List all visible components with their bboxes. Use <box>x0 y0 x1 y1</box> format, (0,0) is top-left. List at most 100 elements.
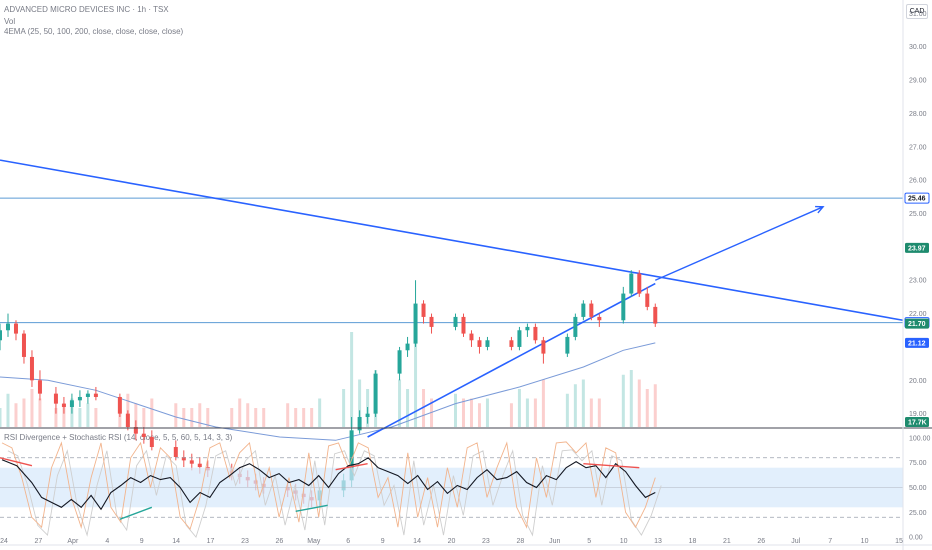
candle-body <box>149 437 154 448</box>
volume-bar <box>318 398 322 427</box>
price-pane[interactable] <box>0 159 904 508</box>
candle-body <box>637 273 642 294</box>
time-tick-label: 14 <box>172 538 180 545</box>
volume-bar <box>134 403 138 427</box>
time-tick-label: 26 <box>275 538 283 545</box>
candle-body <box>525 326 530 331</box>
price-badge-label: 17.7K <box>908 419 927 426</box>
candle-body <box>477 340 482 347</box>
indicator-tick-label: 75.00 <box>909 460 927 467</box>
volume-bar <box>453 393 457 427</box>
candle-body <box>85 393 90 397</box>
candle-body <box>141 433 146 438</box>
price-tick-label: 22.00 <box>909 311 927 318</box>
trend-line-descending <box>0 159 904 322</box>
volume-bar <box>525 398 529 427</box>
time-tick-label: 28 <box>516 538 524 545</box>
price-badge-label: 23.97 <box>908 245 926 252</box>
volume-bar <box>653 384 657 427</box>
volume-bar <box>86 403 90 427</box>
candle-body <box>589 303 594 317</box>
candle-body <box>645 293 650 307</box>
volume-bar <box>629 370 633 427</box>
time-tick-label: 24 <box>0 538 8 545</box>
candle-body <box>349 430 354 481</box>
candle-body <box>405 343 410 351</box>
time-tick-label: 18 <box>689 538 697 545</box>
volume-bar <box>238 398 242 427</box>
time-tick-label: 6 <box>346 538 350 545</box>
candle-body <box>29 356 34 381</box>
volume-bar <box>581 379 585 427</box>
candle-body <box>397 350 402 374</box>
candle-body <box>37 380 42 394</box>
time-tick-label: 13 <box>654 538 662 545</box>
indicator-tick-label: 0.00 <box>909 535 923 542</box>
time-tick-label: 23 <box>241 538 249 545</box>
candle-body <box>581 303 586 317</box>
volume-bar <box>342 389 346 427</box>
volume-bar <box>565 393 569 427</box>
stoch-d-line <box>7 449 662 539</box>
volume-bar <box>254 408 258 427</box>
time-tick-label: 14 <box>413 538 421 545</box>
candle-body <box>77 396 82 401</box>
price-tick-label: 27.00 <box>909 144 927 151</box>
candle-body <box>53 393 58 404</box>
volume-bar <box>645 389 649 427</box>
candle-body <box>133 427 138 434</box>
volume-bar <box>198 403 202 427</box>
candle-body <box>573 316 578 337</box>
volume-bar <box>174 403 178 427</box>
candle-body <box>69 400 74 407</box>
currency-badge[interactable]: CAD <box>906 4 928 19</box>
price-badge <box>905 416 929 427</box>
candle-body <box>117 396 122 414</box>
candle-body <box>0 330 2 341</box>
volume-bar <box>589 398 593 427</box>
price-badge <box>905 337 929 348</box>
indicator-pane[interactable] <box>0 441 903 539</box>
candle-body <box>509 340 514 347</box>
volume-bar <box>302 408 306 427</box>
indicator-label: RSI Divergence + Stochastic RSI (14, clo… <box>4 433 233 442</box>
ema-label: 4EMA (25, 50, 100, 200, close, close, cl… <box>4 27 184 36</box>
volume-bar <box>573 384 577 427</box>
currency-label: CAD <box>909 8 925 15</box>
bullish-divergence <box>295 504 328 512</box>
candle-body <box>5 323 10 331</box>
candle-body <box>61 403 66 407</box>
price-badge-label: 21.12 <box>908 340 926 347</box>
candle-body <box>629 273 634 294</box>
time-tick-label: 5 <box>587 538 591 545</box>
candle-body <box>373 373 378 414</box>
price-badge-label: 21.70 <box>908 321 926 328</box>
candle-body <box>413 303 418 344</box>
candle-body <box>517 330 522 347</box>
time-tick-label: Apr <box>67 538 79 545</box>
volume-bar <box>310 408 314 427</box>
volume-bar <box>22 398 26 427</box>
price-badge <box>905 242 929 253</box>
volume-bar <box>294 408 298 427</box>
candle-body <box>13 323 18 334</box>
projection-arrow <box>654 206 824 281</box>
volume-bar <box>38 398 42 427</box>
volume-bar <box>406 389 410 427</box>
price-tick-label: 30.00 <box>909 44 927 51</box>
volume-bar <box>477 403 481 427</box>
volume-bar <box>637 379 641 427</box>
price-badge-label: 25.46 <box>908 196 926 203</box>
volume-bar <box>182 408 186 427</box>
time-tick-label: 17 <box>207 538 215 545</box>
price-tick-label: 29.00 <box>909 78 927 85</box>
volume-bar <box>286 403 290 427</box>
volume-bar <box>190 408 194 427</box>
stoch-k-line <box>1 441 656 531</box>
candle-body <box>653 306 658 324</box>
candle-body <box>565 336 570 354</box>
time-tick-label: 9 <box>140 538 144 545</box>
indicator-tick-label: 50.00 <box>909 485 927 492</box>
